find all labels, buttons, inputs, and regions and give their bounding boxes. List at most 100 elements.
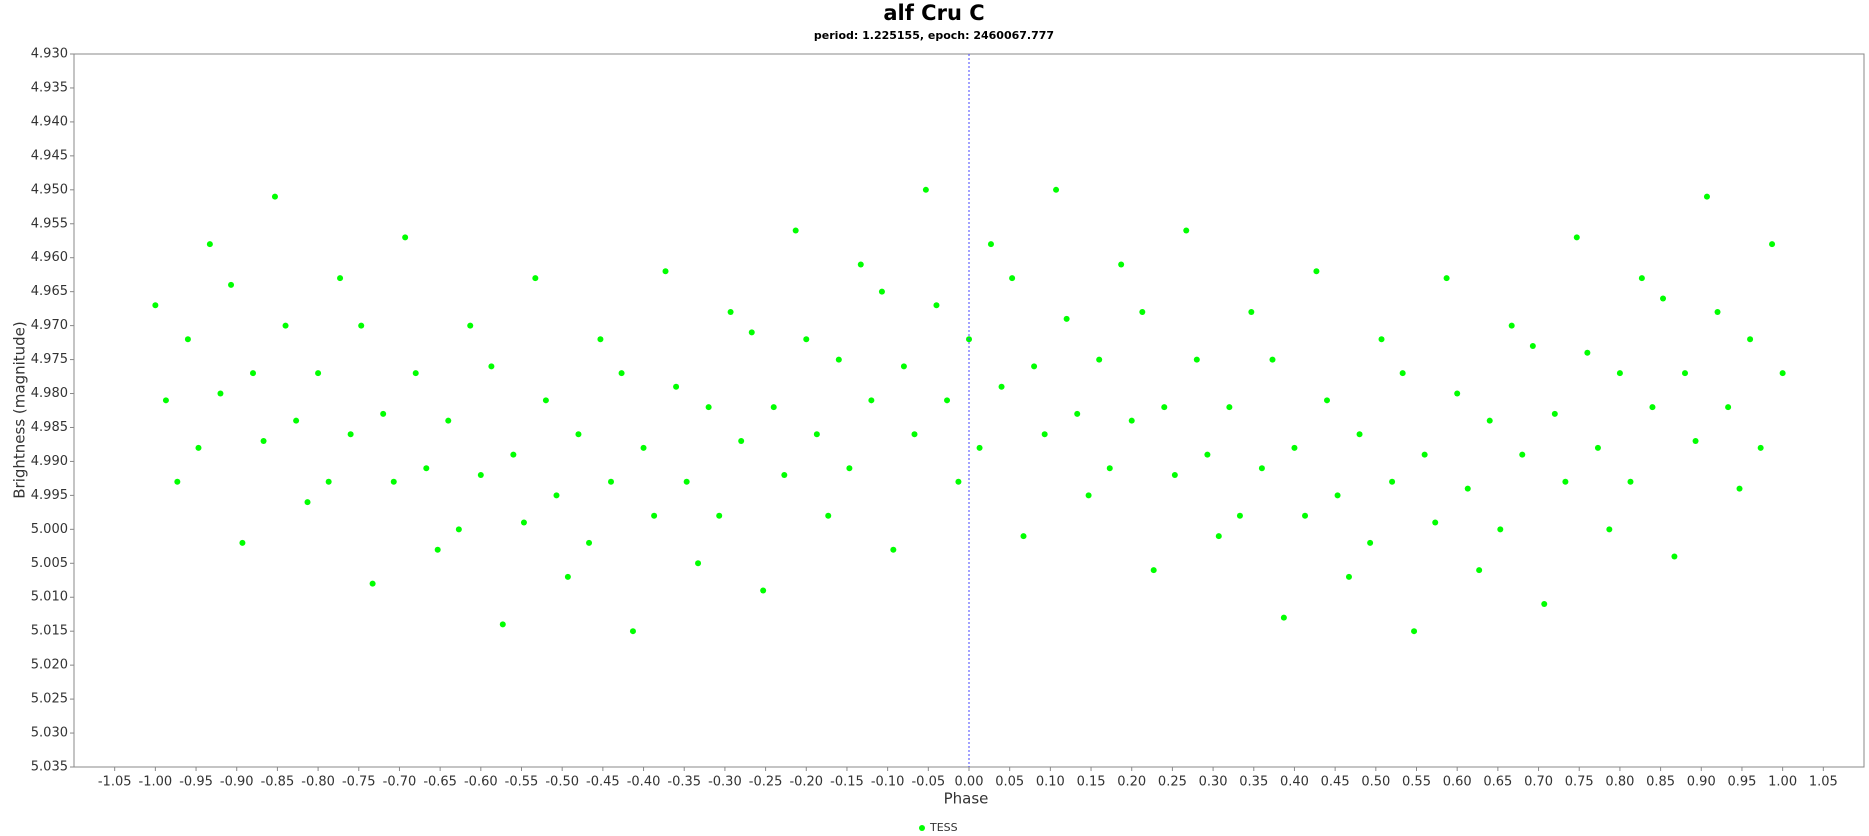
x-tick-label: -0.40 [627,775,661,790]
data-point [662,268,669,275]
data-point [1334,492,1341,499]
data-point [597,336,604,343]
data-point [1236,512,1243,519]
y-tick-label: 4.995 [31,488,68,503]
x-tick-label: -0.90 [220,775,254,790]
x-tick-label: 0.30 [1199,775,1228,790]
data-point [390,478,397,485]
x-tick-label: 0.50 [1361,775,1390,790]
legend-label: TESS [929,821,958,834]
data-point [760,587,767,594]
y-tick-label: 4.945 [31,148,68,163]
data-point [1302,512,1309,519]
x-tick-label: 0.35 [1239,775,1268,790]
x-tick-label: 0.55 [1402,775,1431,790]
data-point [1725,404,1732,411]
x-tick-label: -0.75 [342,775,376,790]
data-point [629,628,636,635]
data-point [542,397,549,404]
data-point [510,451,517,458]
data-point [738,438,745,445]
data-point [1096,356,1103,363]
data-point [1464,485,1471,492]
data-point [1269,356,1276,363]
data-point [206,241,213,248]
data-point [239,539,246,546]
data-point [998,383,1005,390]
data-point [1616,370,1623,377]
y-tick-label: 5.030 [31,726,68,741]
data-point [651,512,658,519]
data-point [337,275,344,282]
y-tick-label: 4.940 [31,114,68,129]
data-point [477,472,484,479]
data-point [575,431,582,438]
data-point [325,478,332,485]
data-point [358,322,365,329]
data-point [1519,451,1526,458]
y-tick-label: 4.980 [31,386,68,401]
data-point [955,478,962,485]
x-tick-label: 0.40 [1280,775,1309,790]
x-axis-title: Phase [944,790,989,808]
data-point [1248,309,1255,316]
data-point [1627,478,1634,485]
x-tick-label: 0.00 [955,775,984,790]
data-point [911,431,918,438]
x-tick-label: 0.20 [1117,775,1146,790]
data-point [1324,397,1330,404]
data-point [987,241,994,248]
data-point [162,397,169,404]
data-point [922,186,929,193]
y-tick-label: 5.020 [31,658,68,673]
x-tick-label: 0.65 [1483,775,1512,790]
data-point [1551,410,1558,417]
x-tick-label: -1.05 [98,775,132,790]
data-point [1280,614,1287,621]
data-point [1356,431,1363,438]
data-point [1671,553,1678,560]
data-point [1747,336,1754,343]
data-point [1757,444,1764,451]
data-point [1313,268,1320,275]
x-tick-label: -0.05 [911,775,945,790]
x-tick-label: 1.05 [1809,775,1838,790]
data-point [944,397,951,404]
y-tick-label: 4.930 [31,47,68,62]
x-tick-label: -0.80 [301,775,335,790]
data-point [1139,309,1146,316]
y-tick-label: 4.985 [31,420,68,435]
data-point [1736,485,1743,492]
y-tick-label: 4.990 [31,454,68,469]
x-tick-label: -0.70 [383,775,417,790]
data-point [1345,573,1352,580]
x-tick-label: -0.10 [871,775,905,790]
data-point [770,404,777,411]
data-point [1128,417,1135,424]
x-tick-label: -0.55 [505,775,539,790]
data-point [1074,410,1081,417]
data-point [1020,533,1027,540]
data-point [586,539,593,546]
data-point [1193,356,1200,363]
data-point [1692,438,1699,445]
data-point [1714,309,1721,316]
y-tick-label: 5.010 [31,590,68,605]
x-tick-label: -0.65 [423,775,457,790]
data-point [748,329,755,336]
data-point [380,410,387,417]
data-point [1769,241,1776,248]
data-point [271,193,278,200]
data-point [1562,478,1569,485]
data-point [813,431,820,438]
data-point [857,261,864,268]
data-point [618,370,625,377]
data-point [792,227,799,234]
x-tick-label: 0.85 [1646,775,1675,790]
data-point [835,356,842,363]
data-point [1389,478,1396,485]
data-point [933,302,940,309]
data-point [1497,526,1504,533]
data-point [520,519,527,526]
